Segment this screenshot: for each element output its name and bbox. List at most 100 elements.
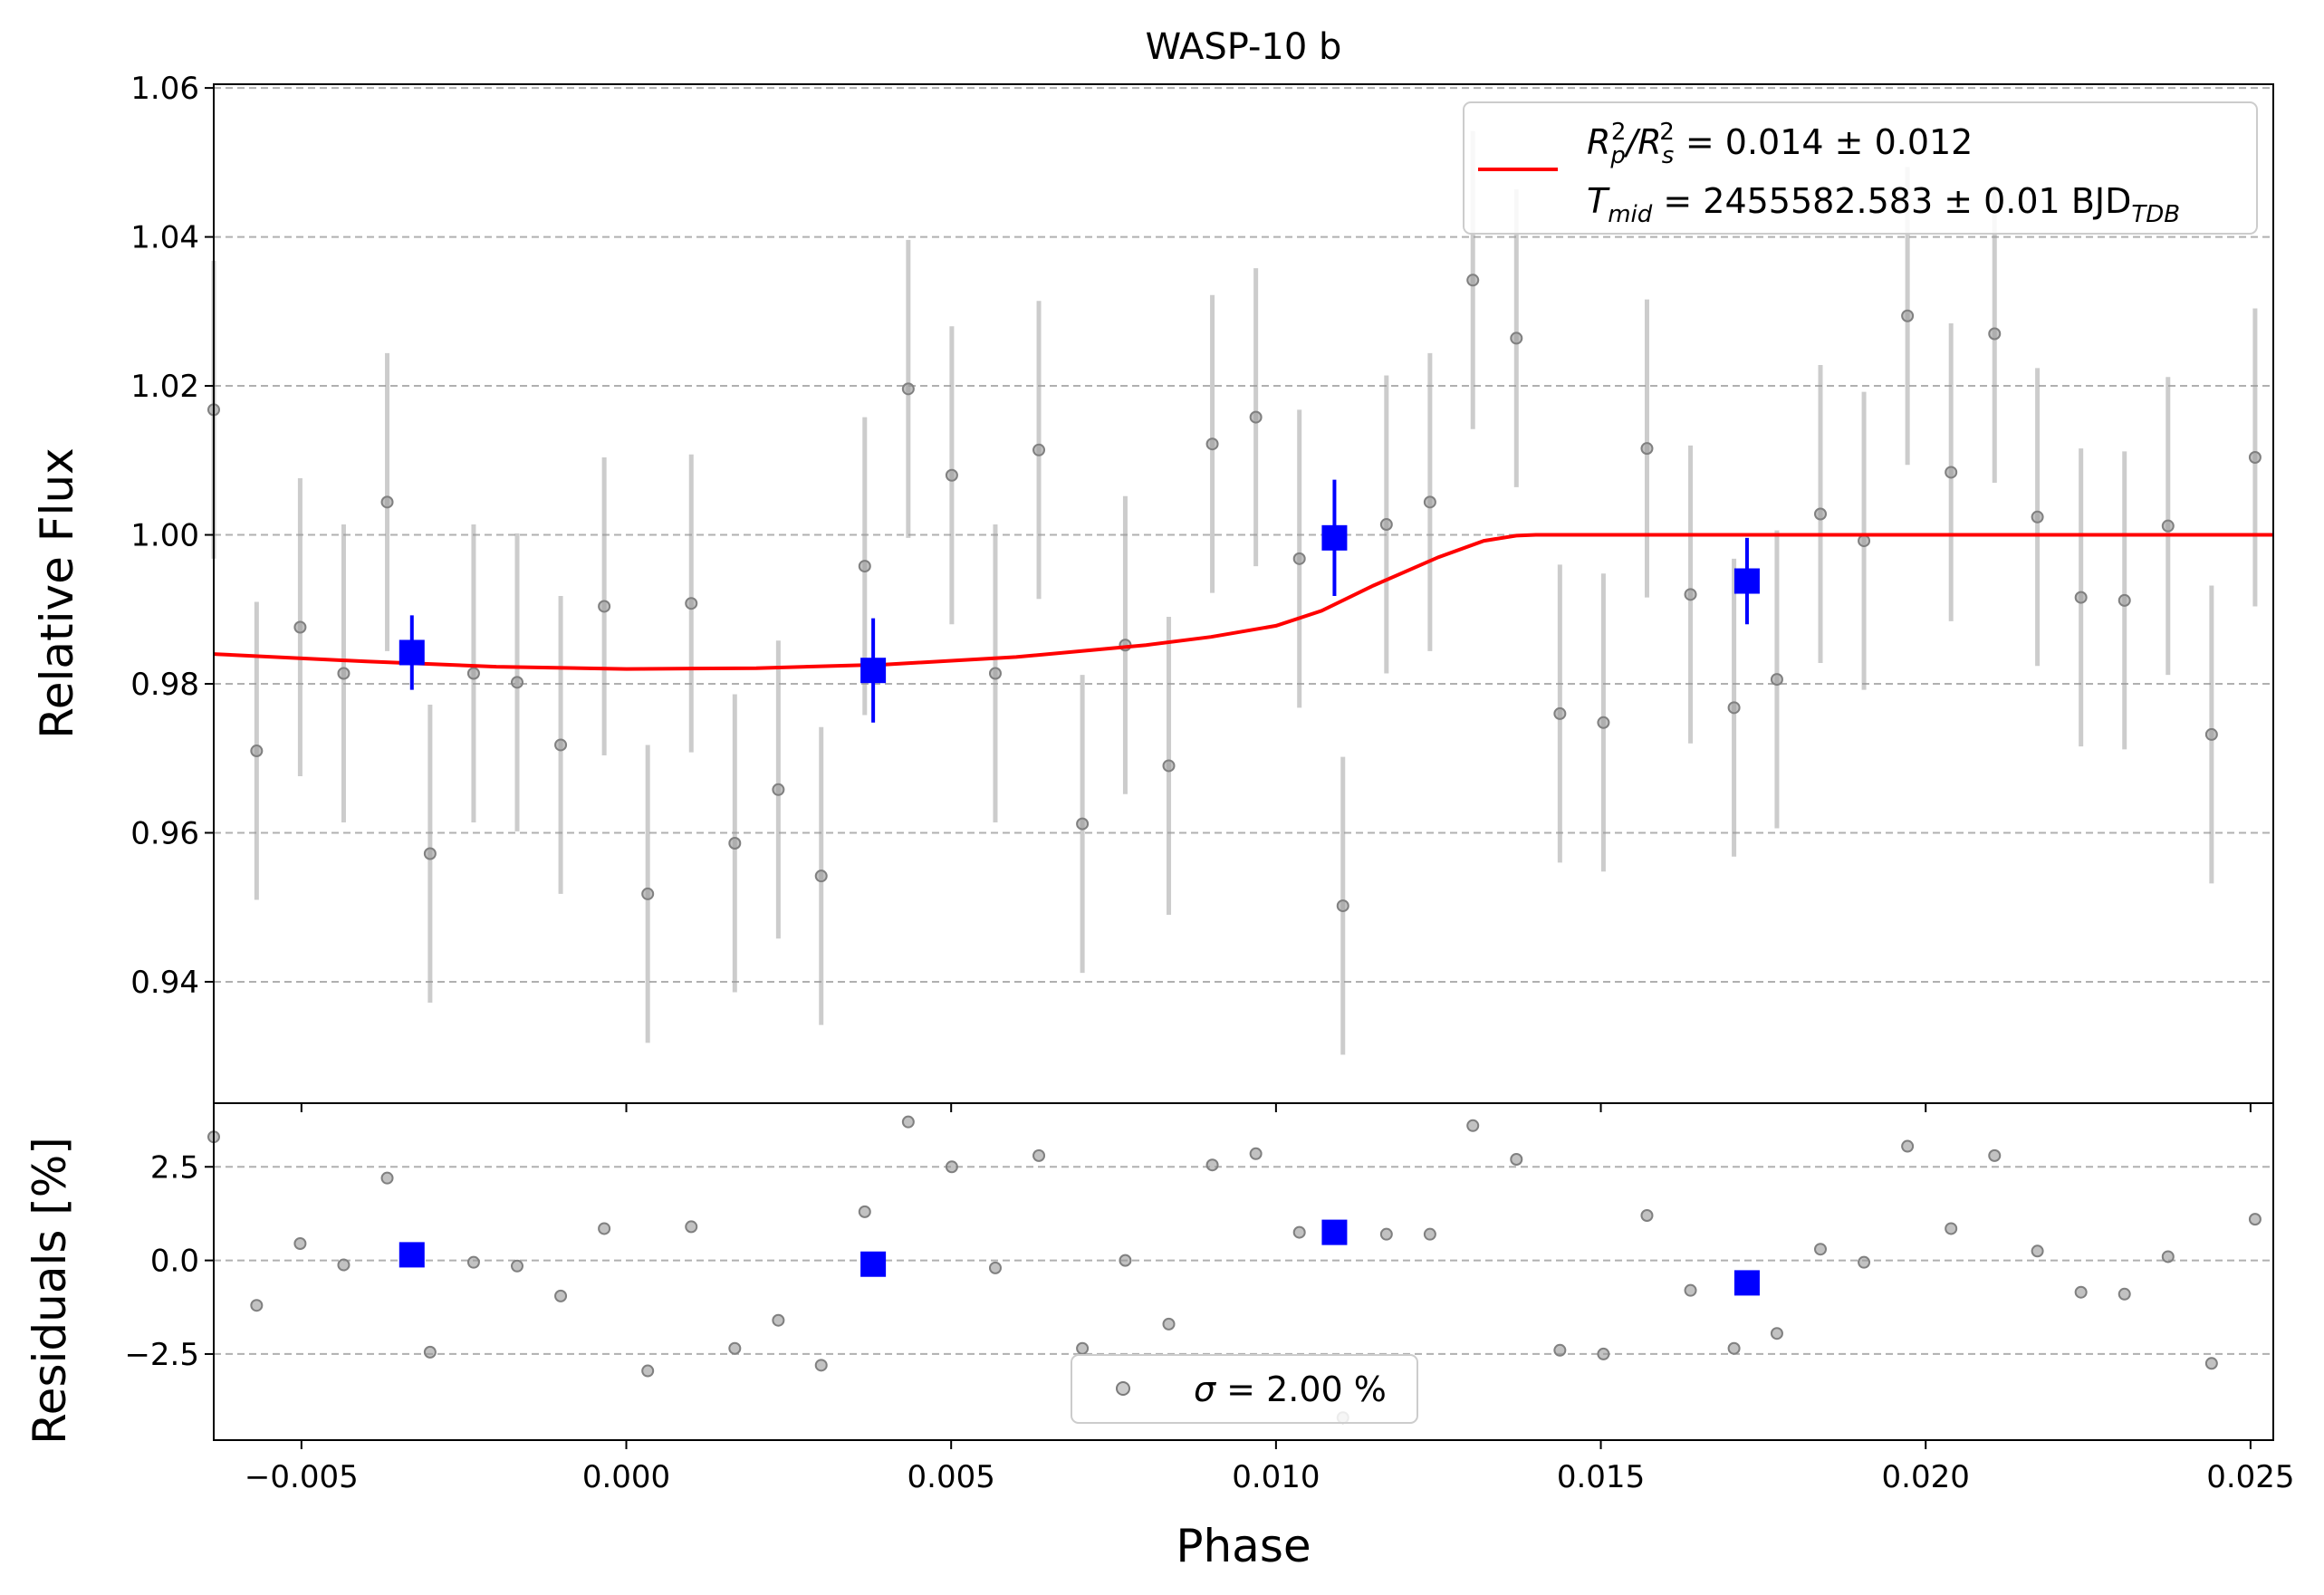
residual-point	[2118, 1287, 2131, 1301]
x-tick-label: 0.020	[1882, 1459, 1970, 1495]
x-tick-label: 0.010	[1232, 1459, 1320, 1495]
top-data-point	[2031, 510, 2044, 524]
top-binned-point	[1321, 524, 1348, 551]
bottom-legend-marker	[1116, 1381, 1130, 1396]
bottom-x-ticks: −0.005 0.000 0.005 0.010 0.015 0.020 0.025	[245, 1440, 2295, 1495]
top-data-point	[554, 738, 568, 752]
binned-residual-point	[399, 1242, 425, 1268]
residual-point	[1684, 1283, 1697, 1297]
residual-point	[988, 1261, 1002, 1274]
bottom-binned-points	[399, 1219, 1760, 1296]
top-data-point	[1032, 443, 1046, 456]
top-legend: Rp2/Rs2 = 0.014 ± 0.012 Tmid = 2455582.5…	[1463, 101, 2258, 235]
top-data-points	[207, 274, 2262, 913]
top-y-tick-label: 0.98	[130, 667, 199, 703]
top-y-axis-label: Relative Flux	[31, 447, 83, 738]
bottom-legend-box	[1071, 1354, 1418, 1424]
top-data-point	[466, 667, 480, 680]
top-y-ticks: 0.94 0.96 0.98 1.00 1.02 1.04 1.06	[130, 71, 214, 1001]
top-y-tick-label: 0.94	[130, 965, 199, 1001]
residual-point	[1814, 1243, 1828, 1256]
residual-point	[2031, 1244, 2044, 1258]
top-data-point	[2248, 451, 2262, 465]
x-tick-label: 0.005	[908, 1459, 995, 1495]
legend-sigma: σ = 2.00 %	[1194, 1369, 1387, 1409]
top-data-point	[1336, 899, 1349, 913]
top-data-point	[988, 667, 1002, 680]
top-data-point	[1901, 309, 1915, 322]
top-data-point	[1945, 466, 1958, 479]
top-data-point	[511, 676, 524, 689]
residual-point	[1553, 1343, 1567, 1357]
legend-radius-ratio: Rp2/Rs2 = 0.014 ± 0.012	[1587, 119, 1973, 169]
top-data-point	[685, 597, 698, 610]
top-data-point	[1423, 495, 1436, 509]
top-data-point	[1379, 518, 1393, 532]
top-data-point	[1684, 588, 1697, 601]
residual-point	[1597, 1347, 1610, 1360]
x-tick-label: 0.000	[582, 1459, 670, 1495]
residual-point	[1858, 1255, 1871, 1269]
residual-point	[2204, 1357, 2218, 1370]
residual-point	[2248, 1213, 2262, 1226]
residual-point	[685, 1220, 698, 1234]
residual-point	[1770, 1327, 1783, 1340]
bottom-y-ticks: −2.5 0.0 2.5	[124, 1149, 214, 1373]
residual-point	[380, 1171, 394, 1185]
residual-point	[1162, 1317, 1176, 1331]
x-tick-label: 0.025	[2206, 1459, 2294, 1495]
residual-point	[554, 1289, 568, 1302]
binned-residual-point	[1321, 1219, 1348, 1245]
top-y-tick-label: 1.06	[130, 71, 199, 107]
residual-point	[423, 1345, 437, 1359]
top-data-point	[858, 560, 871, 573]
top-binned-point	[860, 658, 887, 684]
residual-point	[814, 1359, 828, 1372]
bottom-y-tick-label: 0.0	[150, 1244, 199, 1280]
residual-point	[337, 1258, 351, 1272]
residual-point	[1423, 1227, 1436, 1241]
residual-point	[1640, 1209, 1654, 1222]
residual-point	[466, 1255, 480, 1269]
top-data-point	[2204, 727, 2218, 741]
top-data-point	[2161, 519, 2175, 533]
bottom-y-tick-label: 2.5	[150, 1149, 199, 1186]
x-axis-label: Phase	[1176, 1520, 1311, 1572]
top-grid	[214, 87, 2273, 983]
top-data-point	[1597, 716, 1610, 729]
top-y-tick-label: 0.96	[130, 815, 199, 851]
residual-point	[1249, 1147, 1263, 1160]
top-data-point	[945, 468, 958, 482]
top-data-point	[250, 745, 264, 758]
top-data-point	[1553, 706, 1567, 720]
top-data-point	[2074, 591, 2088, 604]
residual-point	[772, 1313, 785, 1327]
top-data-point	[728, 836, 742, 850]
residual-point	[858, 1205, 871, 1218]
top-y-tick-label: 1.04	[130, 220, 199, 256]
top-data-point	[1727, 701, 1741, 715]
top-data-point	[380, 495, 394, 509]
residual-point	[1727, 1341, 1741, 1355]
residual-point	[1292, 1225, 1306, 1239]
x-tick-label: 0.015	[1557, 1459, 1645, 1495]
top-y-tick-label: 1.00	[130, 518, 199, 554]
residual-point	[901, 1115, 915, 1129]
top-data-point	[814, 870, 828, 883]
bottom-legend: σ = 2.00 %	[1071, 1354, 1418, 1424]
top-data-point	[423, 847, 437, 860]
bottom-grid	[214, 1166, 2273, 1355]
residual-point	[1119, 1254, 1132, 1267]
residual-point	[2074, 1285, 2088, 1299]
residual-point	[1032, 1148, 1046, 1162]
top-data-point	[1814, 507, 1828, 521]
top-data-point	[1640, 442, 1654, 456]
top-data-point	[1770, 673, 1783, 687]
residual-point	[511, 1259, 524, 1273]
top-binned-point	[399, 639, 425, 666]
top-data-point	[2118, 593, 2131, 607]
top-legend-box	[1463, 101, 2258, 235]
top-data-point	[598, 600, 611, 613]
residual-point	[250, 1299, 264, 1312]
binned-residual-point	[860, 1251, 887, 1277]
